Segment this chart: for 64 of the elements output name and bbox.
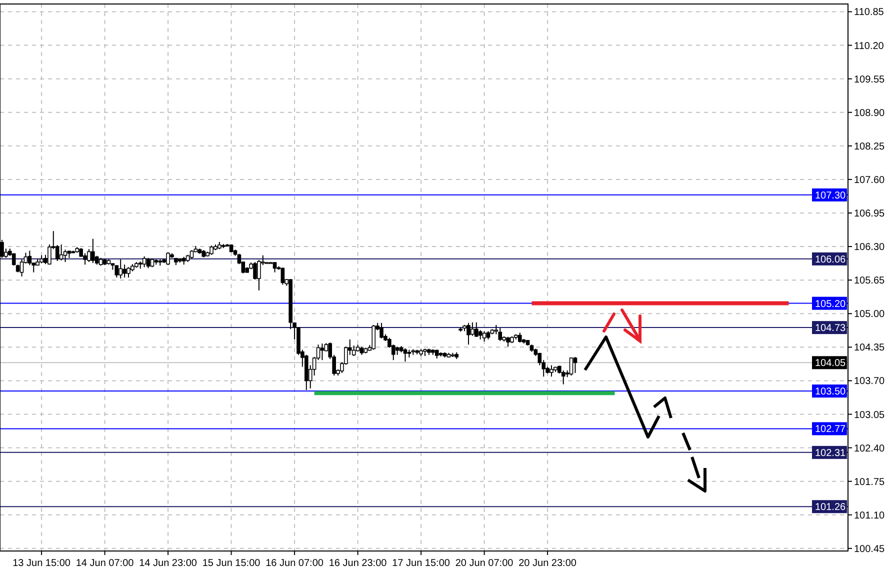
candlestick — [573, 356, 578, 374]
y-tick-label: 103.70 — [854, 376, 886, 388]
candlestick — [550, 364, 554, 378]
ref-line-label: 104.73 — [815, 323, 846, 334]
ref-line-label: 102.31 — [815, 448, 846, 459]
y-tick-label: 105.65 — [854, 276, 886, 287]
candlestick — [118, 258, 122, 280]
candlestick — [498, 328, 502, 342]
x-tick-label: 20 Jun 07:00 — [455, 558, 514, 569]
y-tick-label: 100.45 — [854, 544, 886, 555]
x-tick-label: 20 Jun 23:00 — [518, 558, 577, 569]
candlestick — [142, 256, 146, 268]
candlestick — [569, 356, 574, 376]
y-tick-label: 108.25 — [854, 141, 886, 152]
ref-line-label: 106.06 — [815, 254, 846, 266]
y-tick-label: 108.90 — [854, 108, 886, 119]
ref-line-label: 102.77 — [815, 424, 846, 436]
candlestick — [403, 348, 408, 362]
candlestick — [122, 264, 126, 278]
y-tick-label: 104.35 — [854, 342, 886, 354]
y-tick-label: 105.00 — [854, 309, 886, 320]
candlestick — [272, 262, 277, 273]
x-tick-label: 13 Jun 15:00 — [12, 558, 71, 569]
candlestick — [257, 259, 261, 291]
candlestick — [506, 336, 510, 348]
candlestick — [28, 250, 32, 266]
candlestick — [253, 262, 257, 280]
candlestick — [146, 257, 150, 269]
candlestick — [470, 322, 474, 336]
y-tick-label: 106.30 — [854, 242, 886, 254]
ref-line-label: 101.26 — [815, 502, 846, 514]
candlestick — [372, 324, 376, 350]
candlestick — [380, 322, 384, 339]
y-tick-label: 106.95 — [854, 208, 886, 220]
candlestick — [210, 245, 214, 256]
candlestick — [166, 252, 170, 266]
ref-line-label: 103.50 — [815, 386, 846, 398]
y-tick-label: 102.40 — [854, 443, 886, 454]
y-tick-label: 103.05 — [854, 410, 886, 421]
x-tick-label: 16 Jun 23:00 — [328, 558, 388, 569]
y-tick-label: 109.55 — [854, 74, 886, 86]
x-tick-label: 17 Jun 15:00 — [392, 558, 450, 569]
x-tick-label: 14 Jun 07:00 — [76, 558, 134, 569]
y-tick-label: 107.60 — [854, 174, 886, 186]
candlestick — [518, 332, 522, 344]
x-tick-label: 15 Jun 15:00 — [202, 558, 261, 569]
candlestick — [87, 248, 91, 263]
candlestick — [482, 330, 486, 342]
y-tick-label: 110.20 — [854, 40, 884, 52]
candlestick — [474, 322, 478, 338]
y-tick-label: 101.10 — [854, 510, 886, 522]
y-tick-label: 110.85 — [854, 7, 884, 18]
ref-line-label: 104.05 — [815, 358, 846, 370]
candlestick — [91, 238, 95, 264]
x-tick-label: 14 Jun 23:00 — [139, 558, 198, 569]
ref-line-label: 105.20 — [815, 298, 846, 310]
candlestick — [126, 266, 130, 278]
candlestick — [59, 244, 64, 261]
candlestick — [561, 370, 566, 385]
ref-line-label: 107.30 — [815, 190, 846, 202]
y-tick-label: 101.75 — [854, 476, 886, 488]
x-tick-label: 16 Jun 07:00 — [266, 558, 324, 569]
candlestick — [466, 322, 470, 346]
candlestick — [280, 267, 285, 286]
